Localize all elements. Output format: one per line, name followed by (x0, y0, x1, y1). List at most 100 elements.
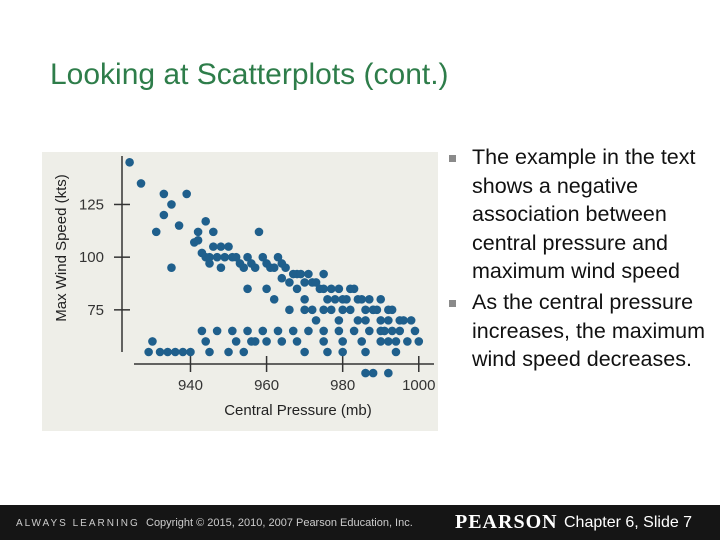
data-point (326, 305, 336, 315)
bullet-item: As the central pressure increases, the m… (446, 288, 706, 374)
data-point (151, 227, 161, 237)
data-point (403, 337, 412, 346)
data-point (243, 252, 252, 262)
data-point (304, 269, 313, 279)
y-tick-label: 125 (79, 196, 104, 213)
data-point (300, 278, 309, 287)
data-point (209, 242, 218, 251)
data-point (349, 326, 359, 336)
data-point (376, 316, 386, 325)
data-point (250, 263, 260, 272)
data-point (136, 179, 146, 188)
data-point (205, 347, 214, 357)
data-point (384, 337, 393, 346)
data-point (323, 295, 332, 304)
bullet-list: The example in the text shows a negative… (446, 143, 706, 376)
data-point (353, 316, 363, 325)
bullet-item: The example in the text shows a negative… (446, 143, 706, 286)
data-point (193, 227, 203, 237)
y-tick-label: 100 (79, 249, 104, 266)
footer-tagline: ALWAYS LEARNING (16, 518, 140, 529)
data-point (182, 189, 191, 199)
data-point (376, 295, 386, 304)
data-point (399, 316, 408, 325)
scatterplot-panel: 75 100 125 940 960 980 1000 Central Pressure (m… (42, 152, 438, 431)
data-point (345, 305, 355, 315)
data-point (285, 278, 294, 287)
data-point (262, 337, 271, 346)
data-point (319, 269, 328, 279)
data-point (216, 242, 226, 251)
data-point (361, 347, 370, 357)
data-point (273, 252, 283, 262)
footer-copyright: Copyright © 2015, 2010, 2007 Pearson Edu… (146, 517, 413, 529)
y-tick-label: 75 (87, 302, 104, 319)
data-point (186, 347, 195, 357)
data-point (384, 368, 393, 378)
data-point (155, 347, 165, 357)
bullet-text: The example in the text shows a negative… (472, 145, 696, 284)
data-point (201, 337, 211, 346)
data-point (281, 263, 290, 272)
data-point (243, 284, 252, 294)
x-tick-label: 960 (254, 377, 279, 394)
data-point (361, 368, 370, 378)
data-point (300, 347, 309, 357)
data-point (292, 337, 302, 346)
data-point (167, 200, 176, 209)
x-tick-label: 940 (178, 377, 203, 394)
data-point (220, 252, 230, 262)
data-point (387, 305, 397, 315)
data-point (357, 337, 367, 346)
data-point (406, 316, 416, 325)
data-point (243, 326, 252, 336)
data-point (326, 284, 336, 294)
footer-bar: ALWAYS LEARNING Copyright © 2015, 2010, … (0, 505, 720, 540)
data-point (384, 316, 393, 325)
data-point (144, 347, 153, 357)
data-point (361, 316, 370, 325)
data-point (319, 284, 328, 294)
data-point (357, 295, 367, 304)
data-point (193, 236, 203, 245)
data-point (159, 210, 169, 220)
data-point (273, 326, 283, 336)
data-point (391, 347, 401, 357)
data-point (258, 252, 268, 262)
data-point (174, 221, 184, 230)
x-axis-title: Central Pressure (mb) (224, 402, 372, 419)
data-point (349, 284, 359, 294)
data-point (167, 263, 176, 272)
data-point (361, 305, 370, 315)
data-point (212, 252, 222, 262)
data-point (391, 337, 401, 346)
data-point (334, 284, 344, 294)
slide-title: Looking at Scatterplots (cont.) (50, 58, 449, 91)
data-point (231, 252, 241, 262)
data-point (368, 368, 378, 378)
data-point (178, 347, 188, 357)
data-point (258, 326, 268, 336)
data-point (395, 326, 405, 336)
data-point (170, 347, 180, 357)
data-point (414, 337, 424, 346)
data-point (311, 316, 321, 325)
data-point (338, 347, 347, 357)
data-point (212, 326, 222, 336)
data-point (334, 316, 344, 325)
data-point (319, 337, 328, 346)
data-point (365, 295, 374, 304)
data-point (387, 326, 397, 336)
data-point (262, 284, 271, 294)
data-point (300, 305, 309, 315)
scatterplot: 75 100 125 940 960 980 1000 Central Pressure (m… (53, 156, 435, 419)
data-point (300, 295, 309, 304)
data-point (216, 263, 226, 272)
data-point (323, 347, 332, 357)
data-point (209, 227, 218, 237)
data-point (368, 305, 378, 315)
bullet-text: As the central pressure increases, the m… (472, 289, 705, 372)
data-point (288, 326, 298, 336)
bullet-square-icon (449, 299, 456, 307)
data-point (342, 295, 351, 304)
